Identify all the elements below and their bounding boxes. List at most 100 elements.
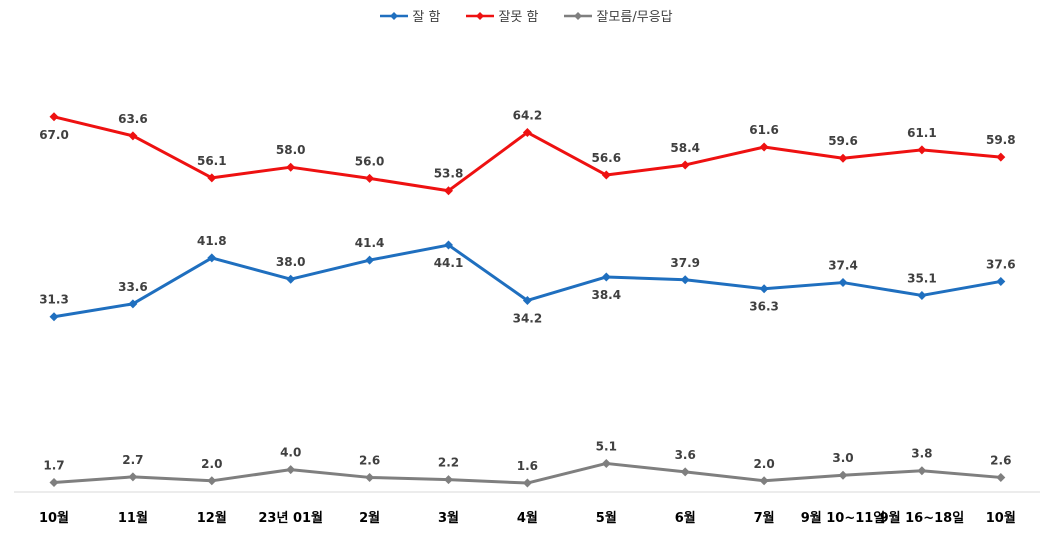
data-label: 59.6 bbox=[828, 134, 858, 148]
data-point-marker bbox=[838, 470, 848, 480]
x-tick-label: 6월 bbox=[675, 510, 696, 526]
data-point-marker bbox=[680, 275, 690, 285]
data-point-marker bbox=[759, 284, 769, 294]
data-point-marker bbox=[128, 472, 138, 482]
data-point-marker bbox=[759, 142, 769, 152]
data-label: 44.1 bbox=[434, 256, 464, 270]
x-tick-label: 4월 bbox=[517, 510, 538, 526]
data-label: 37.4 bbox=[828, 259, 858, 273]
data-label: 58.0 bbox=[276, 143, 306, 157]
data-label: 2.6 bbox=[990, 453, 1011, 467]
data-point-marker bbox=[522, 127, 532, 137]
data-point-marker bbox=[49, 312, 59, 322]
data-point-marker bbox=[286, 162, 296, 172]
x-tick-label: 9월 16~18일 bbox=[880, 510, 965, 526]
data-label: 37.9 bbox=[670, 256, 700, 270]
data-label: 58.4 bbox=[670, 141, 700, 155]
data-point-marker bbox=[601, 458, 611, 468]
data-label: 33.6 bbox=[118, 280, 148, 294]
data-label: 56.0 bbox=[355, 154, 385, 168]
legend-swatch-marker bbox=[574, 11, 583, 20]
data-point-marker bbox=[996, 152, 1006, 162]
data-label: 63.6 bbox=[118, 112, 148, 126]
data-label: 1.6 bbox=[517, 459, 538, 473]
data-point-marker bbox=[917, 466, 927, 476]
data-label: 67.0 bbox=[39, 128, 69, 142]
data-label: 4.0 bbox=[280, 446, 301, 460]
data-point-marker bbox=[365, 472, 375, 482]
data-point-marker bbox=[917, 290, 927, 300]
x-tick-label: 7월 bbox=[754, 510, 775, 526]
legend-label: 잘 함 bbox=[412, 10, 441, 25]
data-label: 2.2 bbox=[438, 456, 459, 470]
data-label: 2.7 bbox=[122, 453, 143, 467]
data-point-marker bbox=[601, 170, 611, 180]
data-point-marker bbox=[522, 478, 532, 488]
data-label: 38.0 bbox=[276, 255, 306, 269]
x-tick-label: 10월 bbox=[986, 510, 1016, 526]
data-label: 37.6 bbox=[986, 257, 1016, 271]
data-point-marker bbox=[49, 477, 59, 487]
data-point-marker bbox=[444, 475, 453, 485]
x-tick-label: 11월 bbox=[118, 510, 148, 526]
data-label: 2.0 bbox=[753, 457, 774, 471]
data-label: 36.3 bbox=[749, 300, 779, 314]
data-label: 64.2 bbox=[513, 108, 543, 122]
data-label: 3.8 bbox=[911, 447, 932, 461]
data-point-marker bbox=[838, 153, 848, 163]
x-tick-label: 10월 bbox=[39, 510, 69, 526]
data-point-marker bbox=[207, 476, 217, 486]
series-line bbox=[53, 243, 1002, 319]
x-tick-label: 12월 bbox=[197, 510, 227, 526]
data-point-marker bbox=[838, 278, 848, 288]
x-tick-label: 3월 bbox=[438, 510, 459, 526]
data-label: 53.8 bbox=[434, 167, 464, 181]
data-point-marker bbox=[996, 276, 1006, 286]
data-point-marker bbox=[365, 255, 375, 265]
legend-swatch-marker bbox=[390, 11, 399, 20]
x-tick-label: 23년 01월 bbox=[258, 510, 323, 526]
data-label: 41.8 bbox=[197, 234, 227, 248]
data-label: 56.1 bbox=[197, 154, 227, 168]
data-label: 34.2 bbox=[513, 311, 543, 325]
data-point-marker bbox=[286, 274, 296, 284]
legend-item: 잘 함 bbox=[380, 6, 440, 25]
data-label: 35.1 bbox=[907, 271, 937, 285]
legend-label: 잘못 함 bbox=[498, 10, 539, 25]
data-label: 61.6 bbox=[749, 123, 779, 137]
data-point-marker bbox=[680, 467, 690, 477]
data-label: 41.4 bbox=[355, 236, 385, 250]
legend-label: 잘모름/무응답 bbox=[596, 10, 673, 25]
legend: 잘 함 잘못 함 잘모름/무응답 bbox=[0, 6, 1053, 25]
data-label: 2.0 bbox=[201, 457, 222, 471]
data-label: 31.3 bbox=[39, 293, 69, 307]
x-tick-label: 5월 bbox=[596, 510, 617, 526]
data-label: 59.8 bbox=[986, 133, 1016, 147]
legend-swatch-marker bbox=[476, 11, 485, 20]
data-point-marker bbox=[49, 112, 59, 122]
legend-item: 잘못 함 bbox=[466, 6, 538, 25]
data-point-marker bbox=[207, 173, 217, 183]
data-point-marker bbox=[759, 476, 769, 486]
data-point-marker bbox=[522, 295, 532, 305]
x-tick-label: 9월 10~11일 bbox=[801, 510, 886, 526]
x-tick-label: 2월 bbox=[359, 510, 380, 526]
data-label: 38.4 bbox=[591, 288, 621, 302]
data-label: 3.6 bbox=[675, 448, 696, 462]
data-label: 5.1 bbox=[596, 439, 617, 453]
data-label: 1.7 bbox=[43, 458, 64, 472]
data-point-marker bbox=[286, 465, 296, 475]
data-point-marker bbox=[444, 186, 453, 196]
data-point-marker bbox=[444, 240, 453, 250]
data-label: 61.1 bbox=[907, 126, 937, 140]
legend-swatch bbox=[564, 11, 593, 20]
data-point-marker bbox=[128, 131, 138, 141]
legend-swatch bbox=[380, 11, 409, 20]
data-point-marker bbox=[601, 272, 611, 282]
data-point-marker bbox=[128, 299, 138, 309]
legend-item: 잘모름/무응답 bbox=[564, 6, 673, 25]
data-point-marker bbox=[365, 173, 375, 183]
data-point-marker bbox=[996, 472, 1006, 482]
data-label: 3.0 bbox=[832, 451, 853, 465]
